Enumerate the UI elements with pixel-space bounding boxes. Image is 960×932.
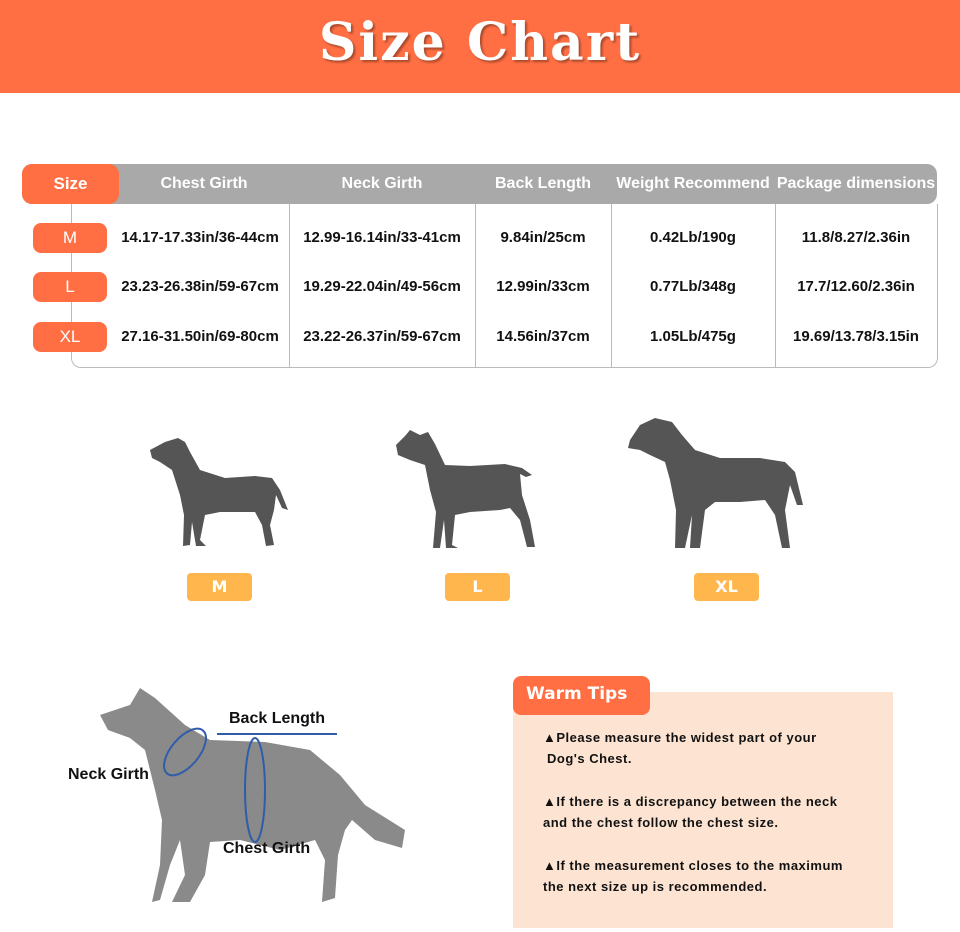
- warm-tips-panel: [513, 692, 893, 928]
- size-pill: L: [33, 272, 107, 302]
- chest-girth-label: Chest Girth: [223, 840, 311, 857]
- cell-neck: 12.99-16.14in/33-41cm: [303, 229, 461, 246]
- divider: [775, 204, 776, 368]
- cell-neck: 19.29-22.04in/49-56cm: [303, 278, 461, 295]
- size-label-l: L: [445, 573, 510, 601]
- cell-weight: 1.05Lb/475g: [650, 328, 736, 345]
- size-pill: M: [33, 223, 107, 253]
- table-header: [22, 164, 937, 204]
- divider: [475, 204, 476, 368]
- back-length-label: Back Length: [229, 710, 326, 727]
- cell-back: 14.56in/37cm: [496, 328, 590, 345]
- neck-girth-label: Neck Girth: [68, 766, 149, 783]
- tip-line: and the chest follow the chest size.: [543, 815, 779, 830]
- cell-package: 17.7/12.60/2.36in: [797, 278, 915, 295]
- cell-chest: 14.17-17.33in/36-44cm: [121, 229, 279, 246]
- cell-back: 9.84in/25cm: [500, 229, 586, 246]
- warm-tips-title: Warm Tips: [513, 676, 650, 715]
- neck-girth-line: [163, 727, 207, 777]
- header-package: Package dimensions: [776, 175, 936, 192]
- divider: [289, 204, 290, 368]
- dog-xl-icon: [628, 418, 803, 548]
- header-chest: Chest Girth: [160, 175, 248, 192]
- cell-weight: 0.42Lb/190g: [650, 229, 736, 246]
- cell-back: 12.99in/33cm: [496, 278, 590, 295]
- header-size: Size: [22, 164, 119, 204]
- header-neck: Neck Girth: [341, 175, 423, 192]
- cell-weight: 0.77Lb/348g: [650, 278, 736, 295]
- cell-chest: 27.16-31.50in/69-80cm: [121, 328, 279, 345]
- dog-m-icon: [150, 438, 288, 546]
- size-label-xl: XL: [694, 573, 759, 601]
- tip-line: ▲If there is a discrepancy between the n…: [543, 794, 838, 809]
- measurement-diagram: [100, 688, 405, 902]
- page-title: Size Chart: [318, 12, 642, 73]
- tip-line: ▲Please measure the widest part of your: [543, 730, 817, 745]
- cell-package: 11.8/8.27/2.36in: [801, 229, 911, 246]
- header-back: Back Length: [494, 175, 591, 192]
- tip-line: the next size up is recommended.: [543, 879, 768, 894]
- cell-neck: 23.22-26.37in/59-67cm: [303, 328, 461, 345]
- header-banner: [0, 0, 960, 93]
- dog-silhouettes: [150, 418, 803, 548]
- size-label-m: M: [187, 573, 252, 601]
- chest-girth-line: [244, 737, 266, 843]
- dog-l-icon: [396, 430, 535, 548]
- tip-line: ▲If the measurement closes to the maximu…: [543, 858, 843, 873]
- header-weight: Weight Recommend: [616, 175, 770, 192]
- cell-package: 19.69/13.78/3.15in: [793, 328, 919, 345]
- cell-chest: 23.23-26.38in/59-67cm: [121, 278, 279, 295]
- tip-line: Dog's Chest.: [547, 751, 632, 766]
- divider: [611, 204, 612, 368]
- size-pill: XL: [33, 322, 107, 352]
